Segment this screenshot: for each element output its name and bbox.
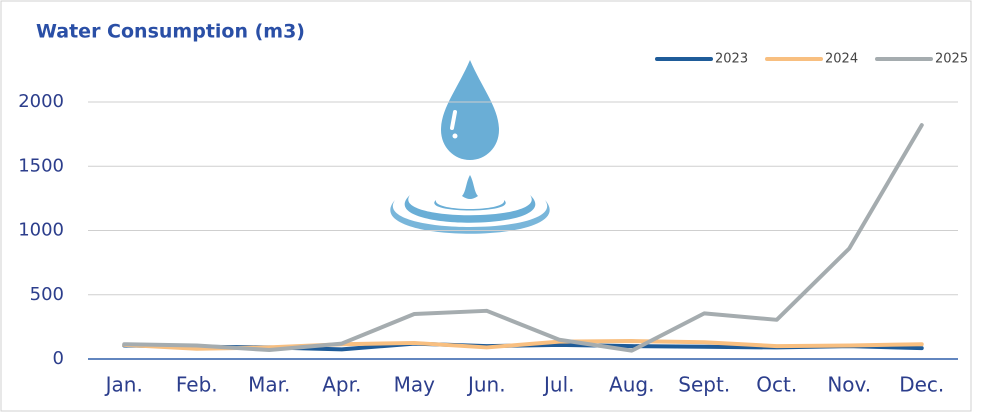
x-tick-label: Apr. <box>322 373 361 397</box>
x-tick-label: Jun. <box>466 373 506 397</box>
y-tick-label: 0 <box>53 348 64 369</box>
line-series <box>122 123 924 353</box>
y-tick-label: 2000 <box>18 91 64 112</box>
y-tick-label: 500 <box>30 284 64 305</box>
legend-label: 2025 <box>935 52 968 67</box>
legend-label: 2024 <box>825 52 858 67</box>
x-tick-label: Oct. <box>756 373 797 397</box>
x-tick-label: Dec. <box>899 373 944 397</box>
chart-title: Water Consumption (m3) <box>36 21 305 43</box>
x-tick-label: Sept. <box>678 373 730 397</box>
x-tick-label: Nov. <box>827 373 871 397</box>
x-tick-label: Jan. <box>104 373 143 397</box>
x-tick-label: May <box>394 373 436 397</box>
x-tick-label: Aug. <box>609 373 654 397</box>
x-tick-label: Mar. <box>248 373 290 397</box>
water-drop-icon <box>390 60 550 234</box>
y-tick-label: 1000 <box>18 220 64 241</box>
y-tick-label: 1500 <box>18 155 64 176</box>
x-tick-label: Jul. <box>542 373 575 397</box>
x-tick-label: Feb. <box>176 373 218 397</box>
legend-label: 2023 <box>715 52 748 67</box>
